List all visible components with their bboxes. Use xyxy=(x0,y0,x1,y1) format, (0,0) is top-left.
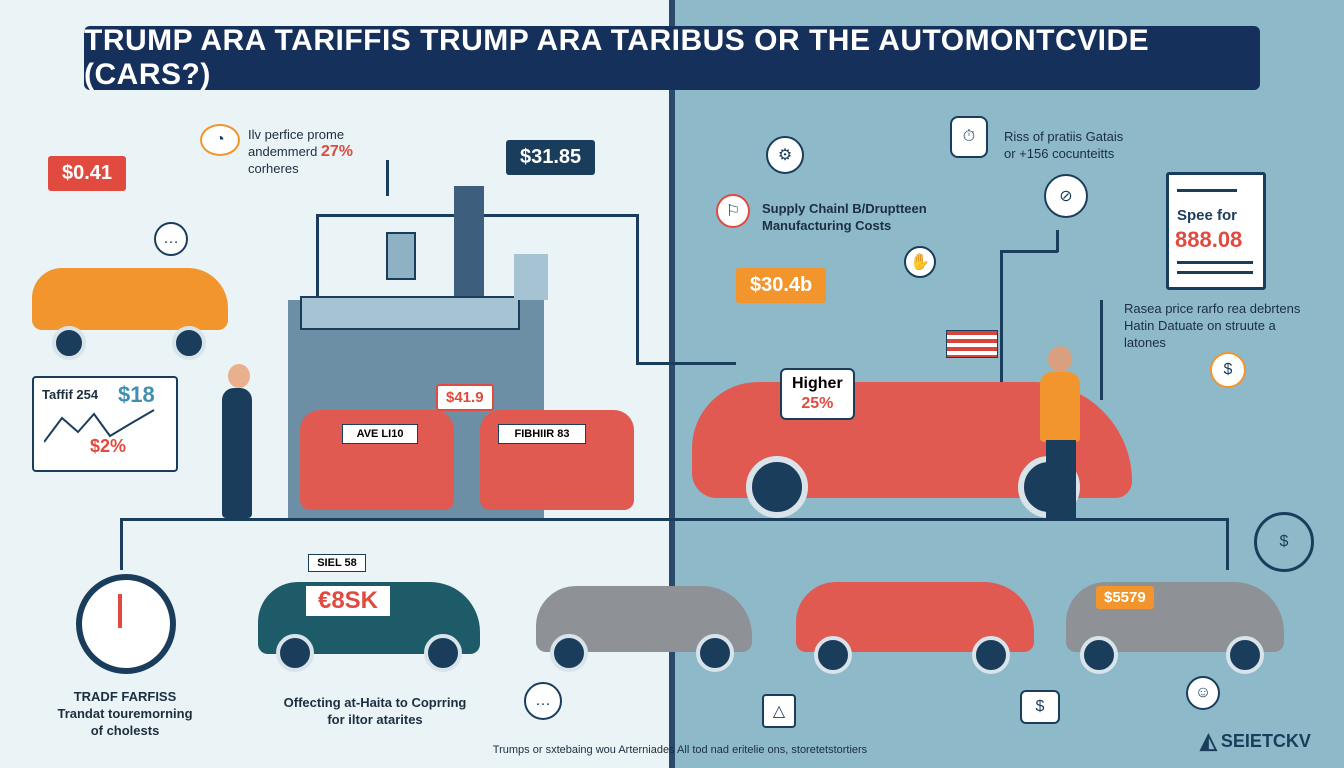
factory-tower xyxy=(386,232,416,280)
thermometer-icon: ⏱ xyxy=(950,116,988,158)
car-wheel xyxy=(1080,636,1118,674)
price-tag-5579: $5579 xyxy=(1096,586,1154,609)
us-flag-icon xyxy=(946,330,998,358)
connector-line xyxy=(1226,518,1229,570)
connector-line xyxy=(120,518,1228,521)
connector-line xyxy=(1100,300,1103,400)
person-legs xyxy=(1046,440,1076,520)
person-head xyxy=(1048,346,1072,372)
car-wheel xyxy=(550,634,588,672)
price-tag-top-left: $0.41 xyxy=(48,156,127,191)
car-wheel xyxy=(276,634,314,672)
connector-line xyxy=(120,518,123,570)
connector-line xyxy=(1000,250,1058,253)
no-money-icon: ⊘ xyxy=(1044,174,1088,218)
doc-label: Spee for xyxy=(1177,207,1238,224)
coin-icon: $ xyxy=(1210,352,1246,388)
stopwatch-icon xyxy=(76,574,176,674)
factory-tank xyxy=(514,254,548,300)
higher-bubble: Higher 25% xyxy=(780,368,855,420)
connector-line xyxy=(1000,250,1003,400)
rasea-text: Rasea price rarfo rea debrtens Hatin Dat… xyxy=(1124,301,1301,350)
orange-car xyxy=(32,268,228,330)
car-wheel xyxy=(814,636,852,674)
center-divider xyxy=(669,0,675,768)
tariff-chart-box: Taffif 254 $18 $2% xyxy=(32,376,178,472)
footer-text: Trumps or sxtebaing wou Arterniades All … xyxy=(492,744,868,756)
dollar-cycle-icon: $ xyxy=(1254,512,1314,572)
supply-chain-text: Supply Chainl B/Druptteen Manufacturing … xyxy=(762,201,927,233)
doc-line xyxy=(1177,271,1253,274)
car-window-text: €8SK xyxy=(306,586,390,616)
network-icon: ⚙ xyxy=(766,136,804,174)
smile-icon: ☺ xyxy=(1186,676,1220,710)
doc-line xyxy=(1177,261,1253,264)
person-head xyxy=(228,364,250,388)
doc-value: 888.08 xyxy=(1175,227,1243,252)
brand-logo: ◭ SEIETCKV xyxy=(1200,728,1311,754)
person-left xyxy=(222,388,252,518)
speech-icon: … xyxy=(524,682,562,720)
connector-line xyxy=(636,362,736,365)
page-title: TRUMP ARA TARIFFIS TRUMP ARA TARIBUS OR … xyxy=(84,24,1260,91)
person-right xyxy=(1040,372,1080,442)
car-plate-2: FIBHIIR 83 xyxy=(498,424,586,444)
price-tag-304: $30.4b xyxy=(736,268,827,303)
car-sign: SIEL 58 xyxy=(308,554,366,572)
gauge-icon: ◔ xyxy=(200,124,240,156)
factory-roof xyxy=(300,296,520,330)
offecting-caption: Offecting at-Haita to Coprring for iltor… xyxy=(283,695,467,727)
car-wheel xyxy=(52,326,86,360)
supply-icon: ⚐ xyxy=(716,194,750,228)
note-top: Ilv perfice prome andemmerd 27% corheres xyxy=(248,127,354,176)
car-plate-1: AVE LI10 xyxy=(342,424,418,444)
brand-mark-icon: ◭ xyxy=(1200,728,1217,753)
hand-icon: ✋ xyxy=(904,246,936,278)
cash-icon: $ xyxy=(1020,690,1060,724)
document-icon: Spee for 888.08 xyxy=(1166,172,1266,290)
connector-line xyxy=(316,214,319,334)
chart-value-bottom: $2% xyxy=(90,436,127,456)
connector-line xyxy=(1056,230,1059,252)
stopwatch-hand xyxy=(118,594,122,628)
connector-line xyxy=(636,214,639,364)
trend-line xyxy=(44,409,155,443)
connector-line xyxy=(386,160,389,196)
riss-text: Riss of pratiis Gatais or +156 cocunteit… xyxy=(1004,129,1124,161)
car-wheel xyxy=(424,634,462,672)
warning-icon: △ xyxy=(762,694,796,728)
doc-line xyxy=(1177,189,1237,192)
car-wheel xyxy=(972,636,1010,674)
brand-name: SEIETCKV xyxy=(1220,730,1311,751)
price-tag-factory: $31.85 xyxy=(506,140,596,175)
price-tag-41: $41.9 xyxy=(436,384,494,411)
chart-value-top: $18 xyxy=(118,382,155,407)
car-wheel xyxy=(172,326,206,360)
chat-icon: … xyxy=(154,222,188,256)
car-wheel xyxy=(696,634,734,672)
factory-chimney xyxy=(454,186,484,296)
car-wheel xyxy=(1226,636,1264,674)
chart-label: Taffif 254 xyxy=(42,387,99,402)
timer-caption: TRADF FARFISS Trandat touremorning of ch… xyxy=(57,689,193,738)
car-wheel xyxy=(746,456,808,518)
